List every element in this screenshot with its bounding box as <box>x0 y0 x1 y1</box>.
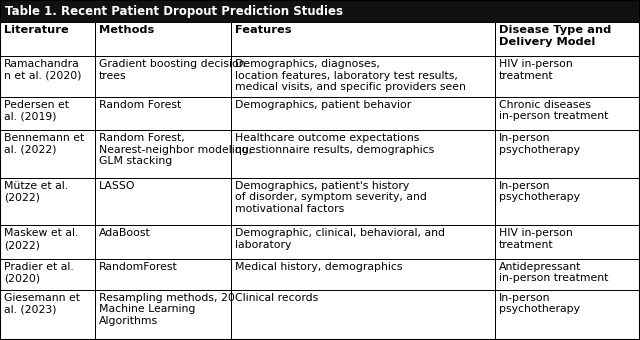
Bar <box>495 97 640 130</box>
Bar <box>0 22 95 56</box>
Bar <box>231 259 495 290</box>
Text: Resampling methods, 20
Machine Learning
Algorithms: Resampling methods, 20 Machine Learning … <box>99 293 235 326</box>
Bar <box>231 56 495 97</box>
Text: Pedersen et
al. (2019): Pedersen et al. (2019) <box>4 100 69 121</box>
Text: Mütze et al.
(2022): Mütze et al. (2022) <box>4 181 68 202</box>
Bar <box>231 225 495 259</box>
Bar <box>95 56 231 97</box>
Text: AdaBoost: AdaBoost <box>99 228 150 238</box>
Text: Features: Features <box>235 25 292 35</box>
Text: Disease Type and
Delivery Model: Disease Type and Delivery Model <box>499 25 611 47</box>
Text: Antidepressant
in-person treatment: Antidepressant in-person treatment <box>499 262 608 284</box>
Text: Table 1. Recent Patient Dropout Prediction Studies: Table 1. Recent Patient Dropout Predicti… <box>5 4 343 17</box>
Bar <box>95 22 231 56</box>
Bar <box>495 225 640 259</box>
Bar <box>95 97 231 130</box>
Text: Literature: Literature <box>4 25 68 35</box>
Bar <box>495 290 640 340</box>
Text: Random Forest,
Nearest-neighbor modeling,
GLM stacking: Random Forest, Nearest-neighbor modeling… <box>99 133 252 166</box>
Text: Demographics, patient's history
of disorder, symptom severity, and
motivational : Demographics, patient's history of disor… <box>235 181 427 214</box>
Text: Gradient boosting decision
trees: Gradient boosting decision trees <box>99 59 245 81</box>
Text: LASSO: LASSO <box>99 181 135 191</box>
Text: Methods: Methods <box>99 25 154 35</box>
Bar <box>231 290 495 340</box>
Bar <box>495 22 640 56</box>
Bar <box>495 130 640 178</box>
Text: Pradier et al.
(2020): Pradier et al. (2020) <box>4 262 74 284</box>
Bar <box>95 130 231 178</box>
Text: HIV in-person
treatment: HIV in-person treatment <box>499 59 572 81</box>
Bar <box>231 22 495 56</box>
Text: In-person
psychotherapy: In-person psychotherapy <box>499 293 580 314</box>
Bar <box>95 259 231 290</box>
Bar <box>95 178 231 225</box>
Text: Demographic, clinical, behavioral, and
laboratory: Demographic, clinical, behavioral, and l… <box>235 228 445 250</box>
Text: HIV in-person
treatment: HIV in-person treatment <box>499 228 572 250</box>
Bar <box>495 178 640 225</box>
Text: Clinical records: Clinical records <box>235 293 318 303</box>
Text: In-person
psychotherapy: In-person psychotherapy <box>499 181 580 202</box>
Text: Random Forest: Random Forest <box>99 100 181 109</box>
Bar <box>231 130 495 178</box>
Text: Bennemann et
al. (2022): Bennemann et al. (2022) <box>4 133 84 155</box>
Bar <box>0 178 95 225</box>
Bar <box>0 259 95 290</box>
Bar <box>0 225 95 259</box>
Text: Demographics, diagnoses,
location features, laboratory test results,
medical vis: Demographics, diagnoses, location featur… <box>235 59 466 92</box>
Text: Medical history, demographics: Medical history, demographics <box>235 262 403 272</box>
Text: Healthcare outcome expectations
questionnaire results, demographics: Healthcare outcome expectations question… <box>235 133 435 155</box>
Bar <box>0 0 640 22</box>
Bar <box>495 56 640 97</box>
Text: In-person
psychotherapy: In-person psychotherapy <box>499 133 580 155</box>
Bar <box>495 259 640 290</box>
Bar <box>0 97 95 130</box>
Text: Ramachandra
n et al. (2020): Ramachandra n et al. (2020) <box>4 59 81 81</box>
Bar <box>0 56 95 97</box>
Bar <box>0 130 95 178</box>
Text: Maskew et al.
(2022): Maskew et al. (2022) <box>4 228 78 250</box>
Bar <box>231 178 495 225</box>
Text: Chronic diseases
in-person treatment: Chronic diseases in-person treatment <box>499 100 608 121</box>
Bar <box>0 290 95 340</box>
Bar <box>95 225 231 259</box>
Bar <box>95 290 231 340</box>
Text: Giesemann et
al. (2023): Giesemann et al. (2023) <box>4 293 80 314</box>
Bar <box>231 97 495 130</box>
Text: Demographics, patient behavior: Demographics, patient behavior <box>235 100 412 109</box>
Text: RandomForest: RandomForest <box>99 262 177 272</box>
